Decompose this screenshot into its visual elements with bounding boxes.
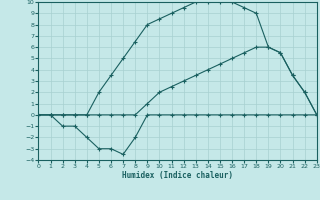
- X-axis label: Humidex (Indice chaleur): Humidex (Indice chaleur): [122, 171, 233, 180]
